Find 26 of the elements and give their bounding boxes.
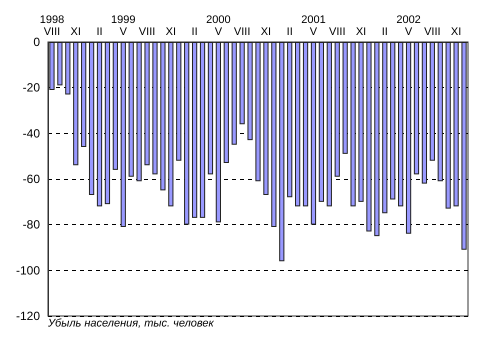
x-tick-label: VIII [424, 26, 441, 38]
x-tick-label: 2000 V [206, 14, 231, 38]
x-tick-label: II [382, 26, 388, 38]
y-tick-label: -60 [22, 172, 40, 186]
y-tick-label: -100 [16, 263, 40, 278]
y-tick-label: -20 [22, 80, 40, 95]
x-tick-label: XI [70, 26, 81, 38]
x-tick-label: VIII [328, 26, 346, 38]
y-tick-label: -80 [22, 218, 40, 232]
x-tick-label: VIII [234, 26, 250, 38]
y-tick-label: -120 [16, 309, 40, 323]
x-tick-label: 2002 V [396, 14, 421, 38]
x-tick-label: VIII [138, 26, 156, 38]
x-tick-label: 1998 VIII [40, 14, 64, 38]
y-tick-label: -40 [22, 126, 40, 140]
y-tick-label: 0 [33, 35, 40, 49]
x-tick-label: II [286, 26, 293, 38]
x-tick-label: 1999 V [111, 14, 136, 38]
x-tick-label: XI [166, 26, 176, 38]
x-tick-label: XI [356, 26, 366, 38]
x-tick-label: II [96, 26, 103, 38]
x-tick-label: 2001 V [301, 14, 326, 38]
x-tick-label: XI [450, 26, 462, 38]
x-tick-label: II [192, 26, 198, 38]
x-tick-label: XI [260, 26, 272, 38]
text: Убыль населения, тыс. человек [47, 318, 215, 330]
